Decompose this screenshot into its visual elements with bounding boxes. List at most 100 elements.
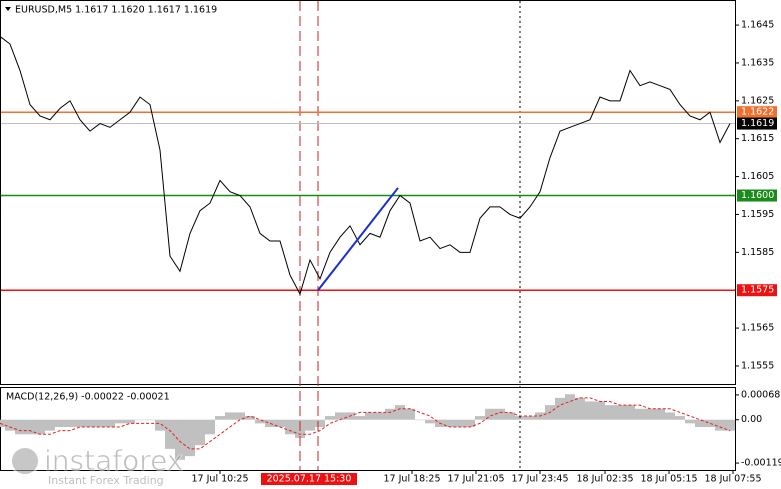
macd-bar xyxy=(425,419,435,424)
macd-bar xyxy=(335,412,345,420)
y-tick-label: 1.1635 xyxy=(741,57,774,68)
macd-bar xyxy=(695,419,705,427)
price-label: 1.1575 xyxy=(741,285,774,296)
y-tick-label: 1.1605 xyxy=(741,171,774,182)
watermark-tagline: Instant Forex Trading xyxy=(48,474,164,487)
macd-bar xyxy=(105,419,115,427)
macd-bar xyxy=(455,419,465,427)
price-line xyxy=(0,36,731,296)
macd-bar xyxy=(615,405,625,420)
macd-bar xyxy=(385,408,395,420)
x-tick-label: 18 Jul 02:35 xyxy=(577,474,634,485)
macd-bar xyxy=(35,419,45,435)
macd-bar xyxy=(205,419,215,435)
macd-bar xyxy=(235,412,245,420)
macd-bar xyxy=(165,419,175,449)
chart-title: EURUSD,M5 1.1617 1.1620 1.1617 1.1619 xyxy=(15,5,217,16)
macd-bar xyxy=(125,419,135,424)
macd-bar xyxy=(155,419,165,431)
macd-bar xyxy=(145,419,155,421)
cursor-label: 2025.07.17 15:30 xyxy=(267,474,352,485)
macd-bar xyxy=(245,416,255,420)
price-label-bg xyxy=(737,284,777,297)
macd-bar xyxy=(555,397,565,420)
y-tick-label: -0.00119 xyxy=(741,458,781,469)
y-tick-label: 0.00068 xyxy=(741,389,780,400)
macd-bar xyxy=(495,408,505,420)
macd-bar xyxy=(675,416,685,420)
x-tick-label: 18 Jul 05:15 xyxy=(641,474,698,485)
macd-bar xyxy=(485,408,495,420)
macd-bar xyxy=(5,419,15,431)
x-tick-label: 17 Jul 18:25 xyxy=(384,474,441,485)
macd-bar xyxy=(75,419,85,427)
main-frame xyxy=(0,0,736,385)
macd-bar xyxy=(285,419,295,435)
macd-bar xyxy=(185,419,195,457)
macd-bar xyxy=(645,408,655,420)
macd-bar xyxy=(65,419,75,427)
y-tick-label: 1.1595 xyxy=(741,209,774,220)
macd-bar xyxy=(395,405,405,420)
macd-bar xyxy=(95,419,105,427)
macd-bar xyxy=(445,419,455,427)
x-tick-label: 17 Jul 10:25 xyxy=(192,474,249,485)
macd-bar xyxy=(195,419,205,446)
macd-bar xyxy=(85,419,95,427)
macd-bar xyxy=(0,419,5,427)
watermark-logo xyxy=(10,446,40,476)
macd-bar xyxy=(595,401,605,420)
macd-bar xyxy=(45,419,55,431)
macd-bar xyxy=(665,412,675,420)
x-tick-label: 17 Jul 21:05 xyxy=(448,474,505,485)
macd-frame xyxy=(0,387,736,471)
y-tick-label: 1.1615 xyxy=(741,133,774,144)
macd-bar xyxy=(705,419,715,427)
price-label-bg xyxy=(737,106,777,119)
signal-line xyxy=(0,397,731,450)
y-tick-label: 0.00 xyxy=(741,414,762,425)
y-tick-label: 1.1565 xyxy=(741,323,774,334)
cursor-label-bg xyxy=(261,473,357,485)
macd-bar xyxy=(625,405,635,420)
macd-bar xyxy=(15,419,25,435)
macd-bar xyxy=(715,419,725,431)
y-tick-label: 1.1555 xyxy=(741,360,774,371)
macd-bar xyxy=(25,419,35,435)
trend-line xyxy=(317,187,399,291)
macd-bar xyxy=(685,419,695,424)
price-label-bg xyxy=(737,117,777,130)
y-tick-label: 1.1585 xyxy=(741,247,774,258)
price-label: 1.1619 xyxy=(741,118,774,129)
macd-bar xyxy=(565,394,575,420)
macd-bar xyxy=(655,408,665,420)
macd-bar xyxy=(575,397,585,420)
x-tick-label: 17 Jul 23:45 xyxy=(512,474,569,485)
macd-bar xyxy=(605,405,615,420)
macd-bar xyxy=(525,416,535,420)
macd-bar xyxy=(365,412,375,420)
macd-bar xyxy=(275,419,285,427)
macd-bar xyxy=(355,416,365,420)
price-label: 1.1622 xyxy=(741,107,774,118)
macd-bar xyxy=(135,419,145,421)
macd-bar xyxy=(475,416,485,420)
macd-bar xyxy=(55,419,65,427)
macd-bar xyxy=(175,419,185,460)
y-tick-label: 1.1625 xyxy=(741,95,774,106)
macd-title: MACD(12,26,9) -0.00022 -0.00021 xyxy=(6,392,170,403)
macd-bar xyxy=(585,401,595,420)
macd-bar xyxy=(375,412,385,420)
price-label-bg xyxy=(737,189,777,202)
menu-arrow xyxy=(5,7,11,11)
macd-bar xyxy=(725,419,735,431)
macd-bar xyxy=(635,408,645,420)
macd-bar xyxy=(505,412,515,420)
macd-bar xyxy=(315,419,325,427)
macd-bar xyxy=(465,419,475,427)
y-tick-label: 1.1645 xyxy=(741,20,774,31)
macd-bar xyxy=(305,419,315,431)
macd-bar xyxy=(325,416,335,420)
